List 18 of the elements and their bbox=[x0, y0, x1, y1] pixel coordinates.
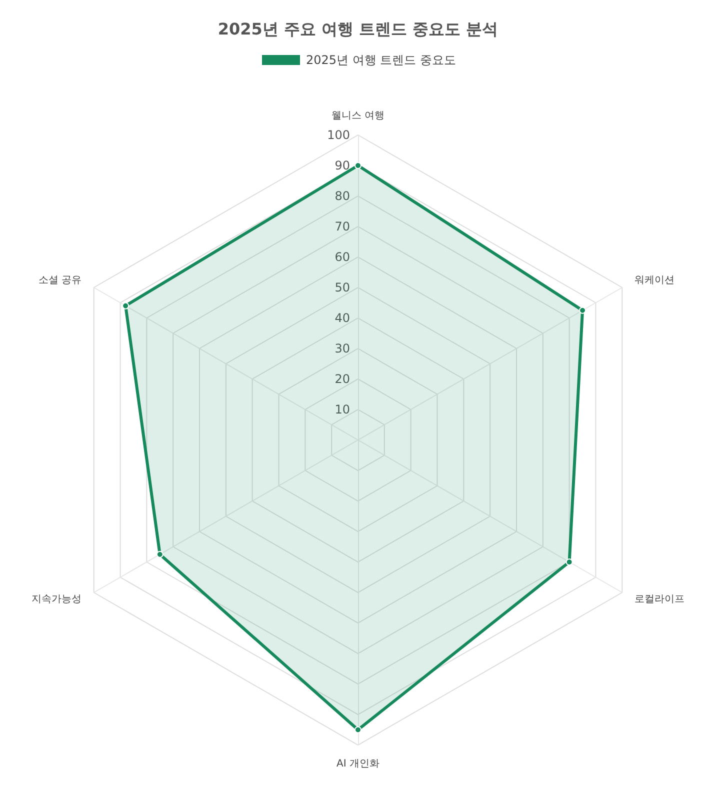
y-tick-label: 40 bbox=[334, 311, 350, 325]
y-tick-label: 30 bbox=[334, 342, 350, 356]
y-tick-label: 50 bbox=[334, 280, 350, 294]
chart-title: 2025년 주요 여행 트렌드 중요도 분석 bbox=[218, 20, 498, 38]
spoke-label: AI 개인화 bbox=[336, 758, 380, 770]
y-tick-label: 70 bbox=[334, 220, 350, 234]
spoke-label: 지속가능성 bbox=[32, 594, 82, 605]
spoke-label: 소셜 공유 bbox=[38, 275, 82, 286]
spoke-label: 워케이션 bbox=[634, 275, 674, 286]
y-tick-label: 90 bbox=[334, 158, 350, 172]
y-tick-label: 10 bbox=[334, 402, 350, 416]
y-tick-label: 20 bbox=[334, 372, 350, 386]
y-tick-label: 80 bbox=[334, 189, 350, 203]
y-tick-label: 60 bbox=[334, 250, 350, 264]
spoke-label: 로컬라이프 bbox=[634, 594, 684, 605]
spoke-label: 웰니스 여행 bbox=[331, 110, 385, 122]
legend-label: 2025년 여행 트렌드 중요도 bbox=[306, 53, 456, 67]
y-tick-label: 100 bbox=[327, 128, 350, 142]
